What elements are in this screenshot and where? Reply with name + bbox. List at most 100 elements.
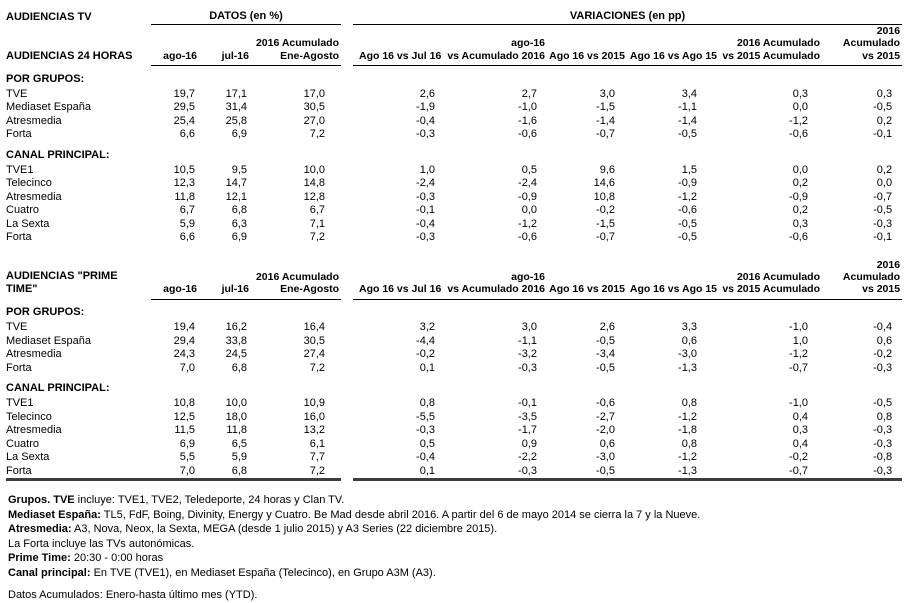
value-cell: 24,5 — [225, 348, 247, 361]
value-cell: -1,6 — [518, 114, 537, 127]
value-cell: 0,3 — [792, 217, 808, 230]
value-cell: 7,2 — [309, 128, 325, 141]
value-cell: 0,5 — [521, 163, 537, 176]
value-cell: -3,5 — [518, 410, 537, 423]
value-cell: -4,4 — [416, 334, 435, 347]
value-cell: 6,6 — [179, 128, 195, 141]
value-cell: 10,9 — [303, 397, 325, 410]
column-gap — [341, 25, 353, 66]
value-cell: 0,2 — [876, 163, 893, 176]
value-cell: -0,9 — [789, 190, 808, 203]
column-gap — [341, 10, 353, 25]
value-cell: 16,4 — [303, 321, 325, 334]
footnote-text: La Forta incluye las TVs autonómicas. — [8, 537, 195, 550]
column-header: Ago 16 vs 2015 — [547, 24, 627, 67]
value-cell: 3,0 — [521, 321, 537, 334]
value-cell: -1,2 — [789, 348, 808, 361]
footnote-text: TL5, FdF, Boing, Divinity, Energy y Cuat… — [100, 508, 701, 521]
row-label: Mediaset España — [6, 101, 91, 114]
row-label: La Sexta — [6, 451, 50, 464]
datos-group-header: DATOS (en %) — [151, 10, 341, 25]
value-cell: -0,3 — [416, 128, 435, 141]
value-cell: -0,2 — [416, 348, 435, 361]
group-label-filler — [151, 142, 902, 164]
value-cell: -2,4 — [518, 177, 537, 190]
footnote: Grupos. TVE incluye: TVE1, TVE2, Teledep… — [8, 493, 900, 508]
value-cell: -0,5 — [678, 231, 697, 244]
value-cell: -0,5 — [596, 334, 615, 347]
value-cell: -5,5 — [416, 410, 435, 423]
value-cell: 14,6 — [593, 177, 615, 190]
row-label: Forta — [6, 361, 32, 374]
value-cell: 5,5 — [179, 451, 195, 464]
value-cell: -0,1 — [416, 204, 435, 217]
column-gap — [341, 101, 353, 115]
value-cell: 27,4 — [303, 348, 325, 361]
column-gap — [341, 115, 353, 129]
value-cell: -0,8 — [873, 451, 893, 464]
value-cell: 0,0 — [521, 204, 537, 217]
value-cell: -1,3 — [678, 361, 697, 374]
value-cell: -0,9 — [518, 190, 537, 203]
footnote-bold-label: Prime Time: — [8, 552, 71, 565]
footnote: Canal principal: En TVE (TVE1), en Media… — [8, 566, 900, 581]
column-gap — [341, 451, 353, 465]
value-cell: 27,0 — [303, 114, 325, 127]
value-cell: -0,6 — [518, 231, 537, 244]
footnote: Mediaset España: TL5, FdF, Boing, Divini… — [8, 508, 900, 523]
value-cell: -2,2 — [518, 451, 537, 464]
column-gap — [341, 245, 353, 300]
value-cell: -1,4 — [678, 114, 697, 127]
value-cell: 16,0 — [303, 410, 325, 423]
column-gap — [341, 465, 353, 480]
value-cell: -0,6 — [678, 204, 697, 217]
value-cell: -0,7 — [719, 464, 822, 482]
value-cell: 6,5 — [231, 437, 247, 450]
value-cell: 12,1 — [225, 190, 247, 203]
value-cell: 9,5 — [231, 163, 247, 176]
value-cell: 18,0 — [225, 410, 247, 423]
value-cell: -0,4 — [416, 217, 435, 230]
group-label-row: CANAL PRINCIPAL: — [6, 142, 902, 164]
column-gap — [341, 362, 353, 376]
column-header: 2016 Acumulado vs 2015 — [822, 244, 903, 300]
value-cell: -0,3 — [873, 437, 893, 450]
column-gap — [341, 438, 353, 452]
value-cell: -0,3 — [416, 424, 435, 437]
value-cell: 7,7 — [309, 451, 325, 464]
row-label: Atresmedia — [6, 190, 62, 203]
value-cell: 7,2 — [309, 361, 325, 374]
column-header: Ago 16 vs Jul 16 — [353, 244, 445, 300]
value-cell: -0,5 — [547, 464, 627, 482]
group-label: CANAL PRINCIPAL: — [6, 382, 110, 395]
footnote-bold-label: Grupos. TVE — [8, 494, 75, 507]
footnote-text: En TVE (TVE1), en Mediaset España (Telec… — [90, 566, 436, 579]
footnote-bold-label: Atresmedia: — [8, 523, 72, 536]
value-cell: 0,4 — [792, 410, 808, 423]
value-cell: -0,7 — [789, 361, 808, 374]
row-label: TVE1 — [6, 163, 34, 176]
group-label: POR GRUPOS: — [6, 72, 85, 85]
table-row: La Sexta 5,9 6,3 7,1 -0,4 -1,2 -1,5 -0,5 0,3 -0,3 — [6, 218, 902, 232]
value-cell: 31,4 — [225, 101, 247, 114]
footnote: Atresmedia: A3, Nova, Neox, la Sexta, ME… — [8, 522, 900, 537]
footnote: Datos Acumulados: Enero-hasta último mes… — [8, 588, 900, 603]
value-cell: 0,3 — [876, 87, 893, 100]
value-cell: -0,3 — [518, 361, 537, 374]
value-cell: 6,1 — [309, 437, 325, 450]
value-cell: -0,2 — [873, 348, 893, 361]
column-header: ago-16 vs Acumulado 2016 — [445, 24, 547, 67]
value-cell: -0,5 — [596, 361, 615, 374]
value-cell: -1,2 — [678, 190, 697, 203]
value-cell: 19,7 — [173, 87, 195, 100]
value-cell: 6,6 — [179, 231, 195, 244]
value-cell: 1,0 — [419, 163, 435, 176]
audience-table: AUDIENCIAS TV DATOS (en %) VARIACIONES (… — [6, 10, 903, 482]
table-row: Forta 7,0 6,8 7,2 0,1 -0,3 -0,5 -1,3 -0,7 -0,3 — [6, 362, 902, 376]
table-row: La Sexta 5,5 5,9 7,7 -0,4 -2,2 -3,0 -1,2 -0,2 -0,… — [6, 451, 902, 465]
value-cell: -0,5 — [678, 128, 697, 141]
value-cell: 25,8 — [225, 114, 247, 127]
row-label: TVE — [6, 321, 28, 334]
value-cell: -0,4 — [416, 114, 435, 127]
row-label: Atresmedia — [6, 424, 62, 437]
